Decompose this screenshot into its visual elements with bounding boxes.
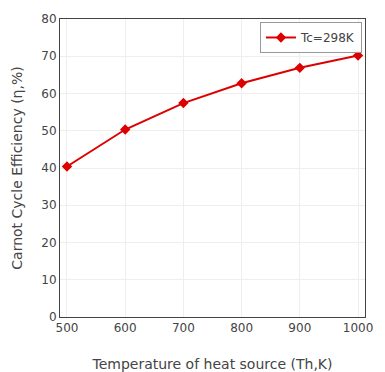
svg-text:50: 50 bbox=[41, 124, 56, 138]
svg-text:Tc=298K: Tc=298K bbox=[300, 31, 355, 45]
svg-text:20: 20 bbox=[41, 236, 56, 250]
svg-text:600: 600 bbox=[114, 321, 137, 335]
svg-text:40: 40 bbox=[41, 161, 56, 175]
svg-text:Temperature of heat source (Th: Temperature of heat source (Th,K) bbox=[91, 356, 332, 372]
svg-text:800: 800 bbox=[230, 321, 253, 335]
svg-text:80: 80 bbox=[41, 12, 56, 26]
svg-text:70: 70 bbox=[41, 49, 56, 63]
svg-text:500: 500 bbox=[56, 321, 79, 335]
svg-text:700: 700 bbox=[172, 321, 195, 335]
svg-text:10: 10 bbox=[41, 273, 56, 287]
svg-text:30: 30 bbox=[41, 198, 56, 212]
svg-text:Carnot Cycle Efficiency (η,%): Carnot Cycle Efficiency (η,%) bbox=[9, 66, 25, 269]
svg-text:1000: 1000 bbox=[343, 321, 374, 335]
svg-text:0: 0 bbox=[49, 310, 57, 324]
svg-text:60: 60 bbox=[41, 87, 56, 101]
svg-text:900: 900 bbox=[288, 321, 311, 335]
